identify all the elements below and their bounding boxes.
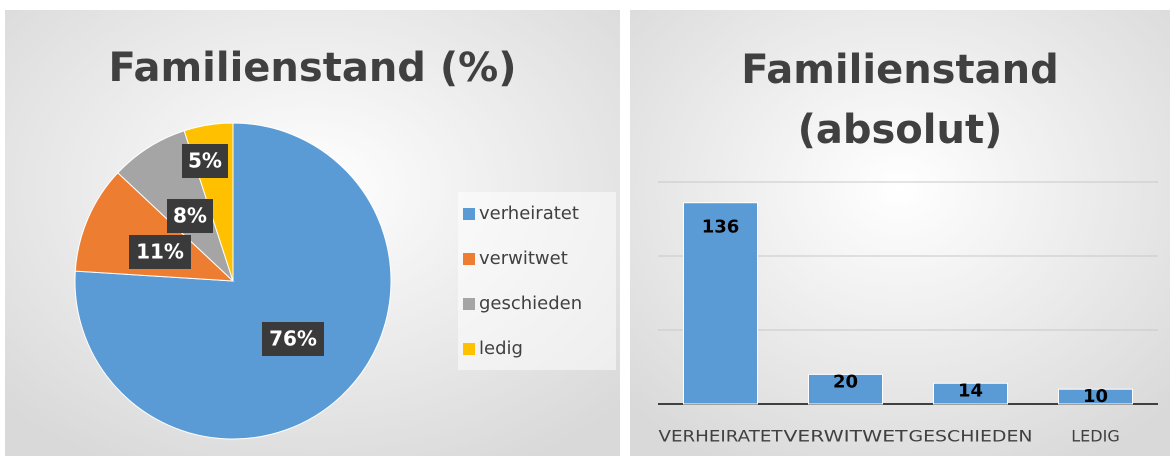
data-label-box (262, 322, 324, 356)
legend-swatch (463, 343, 475, 355)
pie-slice (74, 172, 235, 282)
data-label: 5% (188, 149, 222, 173)
legend-label: ledig (479, 338, 523, 359)
legend-label: verheiratet (479, 203, 579, 224)
data-label: 76% (269, 327, 317, 351)
bar (808, 373, 883, 405)
data-label-box (182, 144, 228, 178)
data-label-box (129, 235, 191, 269)
chart-title: Familienstand (%) (108, 45, 517, 91)
legend-box (458, 192, 616, 370)
data-label: 136 (702, 217, 740, 238)
data-label: 8% (173, 204, 207, 228)
legend-swatch (463, 208, 475, 220)
x-tick-label: LEDIG (1071, 427, 1119, 446)
data-label-box (167, 199, 213, 233)
data-label: 11% (136, 240, 184, 264)
pie-chart: 76% 11% 8% 5% verheiratet verwitwet geschieden… (74, 122, 616, 440)
legend-swatch (463, 253, 475, 265)
chart-title: Familienstand (absolut) (741, 47, 1059, 153)
x-tick-label: VERWITWET (784, 427, 908, 446)
x-tick-label: VERHEIRATET (659, 427, 783, 446)
data-label: 14 (958, 380, 983, 401)
legend-label: geschieden (479, 293, 582, 314)
x-tick-label: GESCHIEDEN (909, 427, 1033, 446)
data-label: 10 (1083, 386, 1108, 407)
legend-swatch (463, 298, 475, 310)
bar (683, 202, 758, 405)
legend-label: verwitwet (479, 248, 568, 269)
data-label: 20 (833, 371, 858, 392)
bar (933, 382, 1008, 405)
bar (1058, 388, 1133, 405)
bar-chart: 136 VERHEIRATET 20 VERWITWET 14 GESCHIEDEN 10 L… (658, 181, 1158, 446)
